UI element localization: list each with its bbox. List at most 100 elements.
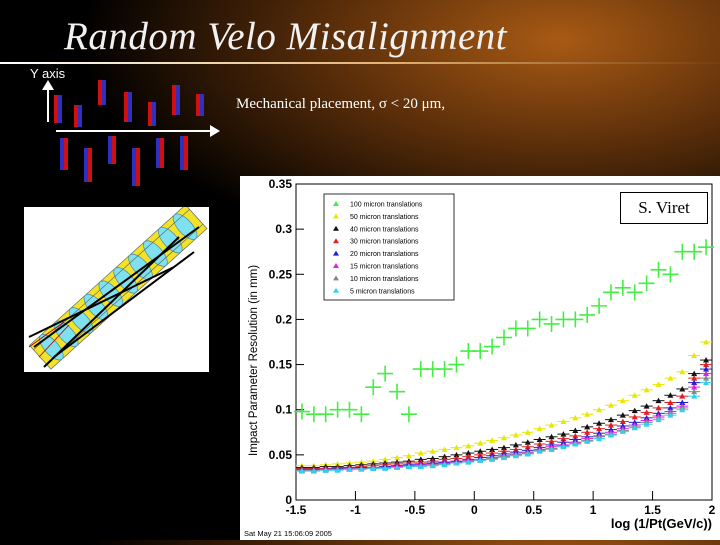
y-tick-label: 0.3 bbox=[275, 222, 292, 236]
data-point bbox=[662, 266, 679, 283]
x-tick-label: 1.5 bbox=[644, 503, 661, 517]
y-axis-caption: Y axis bbox=[30, 66, 66, 81]
data-point bbox=[676, 399, 689, 405]
data-point bbox=[484, 338, 501, 355]
data-point bbox=[604, 431, 617, 438]
data-point bbox=[389, 383, 406, 400]
data-point bbox=[676, 385, 689, 392]
legend-marker bbox=[333, 275, 339, 281]
data-point bbox=[581, 429, 594, 435]
data-point bbox=[462, 450, 475, 456]
data-point bbox=[626, 284, 643, 301]
legend-label: 20 micron translations bbox=[350, 251, 419, 258]
x-tick-label: -1.5 bbox=[286, 503, 307, 517]
data-point bbox=[438, 446, 451, 452]
data-point bbox=[616, 428, 629, 434]
data-point bbox=[688, 352, 701, 359]
resolution-plot: Impact Parameter Resolution (in mm) 0 0.0… bbox=[240, 176, 720, 540]
data-point bbox=[640, 386, 653, 393]
data-point bbox=[533, 448, 546, 454]
data-point bbox=[602, 284, 619, 301]
data-point bbox=[545, 422, 558, 428]
data-point bbox=[616, 412, 629, 418]
data-point bbox=[519, 320, 536, 337]
data-point bbox=[450, 451, 463, 458]
data-point bbox=[688, 388, 701, 395]
legend-entry: 50 micron translations bbox=[333, 213, 419, 221]
legend-label: 10 micron translations bbox=[350, 276, 419, 283]
data-point bbox=[319, 467, 332, 473]
data-point bbox=[521, 443, 534, 450]
data-point bbox=[521, 429, 534, 435]
data-point bbox=[531, 311, 548, 328]
data-point bbox=[688, 384, 701, 390]
data-point bbox=[509, 441, 522, 448]
data-point bbox=[438, 461, 451, 468]
legend-entry: 30 micron translations bbox=[333, 238, 419, 246]
data-point bbox=[640, 409, 653, 415]
data-point bbox=[353, 406, 370, 423]
data-point bbox=[569, 427, 582, 433]
data-point bbox=[700, 357, 713, 363]
legend-label: 40 micron translations bbox=[350, 226, 419, 233]
data-point bbox=[604, 402, 617, 408]
y-tick-label: 0.2 bbox=[275, 312, 292, 326]
data-point bbox=[391, 454, 404, 461]
legend-marker bbox=[333, 238, 339, 244]
data-point bbox=[545, 446, 558, 452]
data-point bbox=[593, 435, 606, 442]
legend-box bbox=[323, 193, 455, 301]
z-axis-arrowhead-icon bbox=[210, 125, 220, 137]
data-point bbox=[700, 375, 713, 381]
legend-label: 15 micron translations bbox=[350, 264, 419, 271]
y-tick-label: 0.25 bbox=[269, 267, 293, 281]
series-5-micron bbox=[295, 379, 713, 474]
data-point bbox=[317, 406, 334, 423]
data-point bbox=[472, 343, 489, 360]
data-point bbox=[521, 450, 534, 457]
data-point bbox=[365, 379, 382, 396]
data-point bbox=[604, 416, 617, 423]
data-point bbox=[579, 306, 596, 323]
data-point bbox=[700, 361, 713, 368]
series-40-micron bbox=[295, 357, 713, 470]
data-point bbox=[295, 468, 308, 474]
data-point bbox=[331, 467, 344, 473]
data-point bbox=[496, 329, 512, 346]
timestamp-label: Sat May 21 15:06:09 2005 bbox=[244, 529, 332, 538]
data-point bbox=[436, 361, 453, 378]
data-point bbox=[581, 411, 594, 417]
legend-marker bbox=[333, 250, 339, 256]
y-tick-label: 0.15 bbox=[269, 358, 293, 372]
x-axis-title: log (1/Pt(GeV/c)) bbox=[611, 516, 712, 531]
data-point bbox=[652, 416, 665, 423]
data-point bbox=[676, 393, 689, 399]
data-point bbox=[498, 454, 510, 461]
modules-lower bbox=[60, 136, 188, 186]
data-point bbox=[557, 443, 570, 450]
data-point bbox=[698, 239, 715, 256]
data-point bbox=[509, 452, 522, 459]
legend-entry: 20 micron translations bbox=[333, 250, 419, 258]
data-point bbox=[448, 356, 465, 373]
legend-entry: 40 micron translations bbox=[333, 225, 419, 233]
data-point bbox=[569, 432, 582, 439]
x-tick-label: 1 bbox=[590, 503, 597, 517]
data-point bbox=[414, 450, 427, 456]
data-point bbox=[533, 441, 546, 447]
data-point bbox=[638, 275, 655, 292]
legend-marker bbox=[333, 213, 339, 219]
data-point bbox=[521, 439, 534, 445]
data-point bbox=[688, 379, 701, 386]
series-50-micron bbox=[295, 339, 713, 469]
data-point bbox=[688, 370, 701, 377]
data-point bbox=[581, 438, 594, 444]
data-point bbox=[664, 392, 677, 398]
data-point bbox=[498, 444, 510, 451]
data-point bbox=[569, 414, 582, 421]
data-point bbox=[664, 404, 677, 411]
data-point bbox=[474, 457, 487, 463]
data-point bbox=[652, 381, 665, 387]
legend-entry: 10 micron translations bbox=[333, 275, 419, 283]
credit-box: S. Viret bbox=[620, 192, 708, 224]
